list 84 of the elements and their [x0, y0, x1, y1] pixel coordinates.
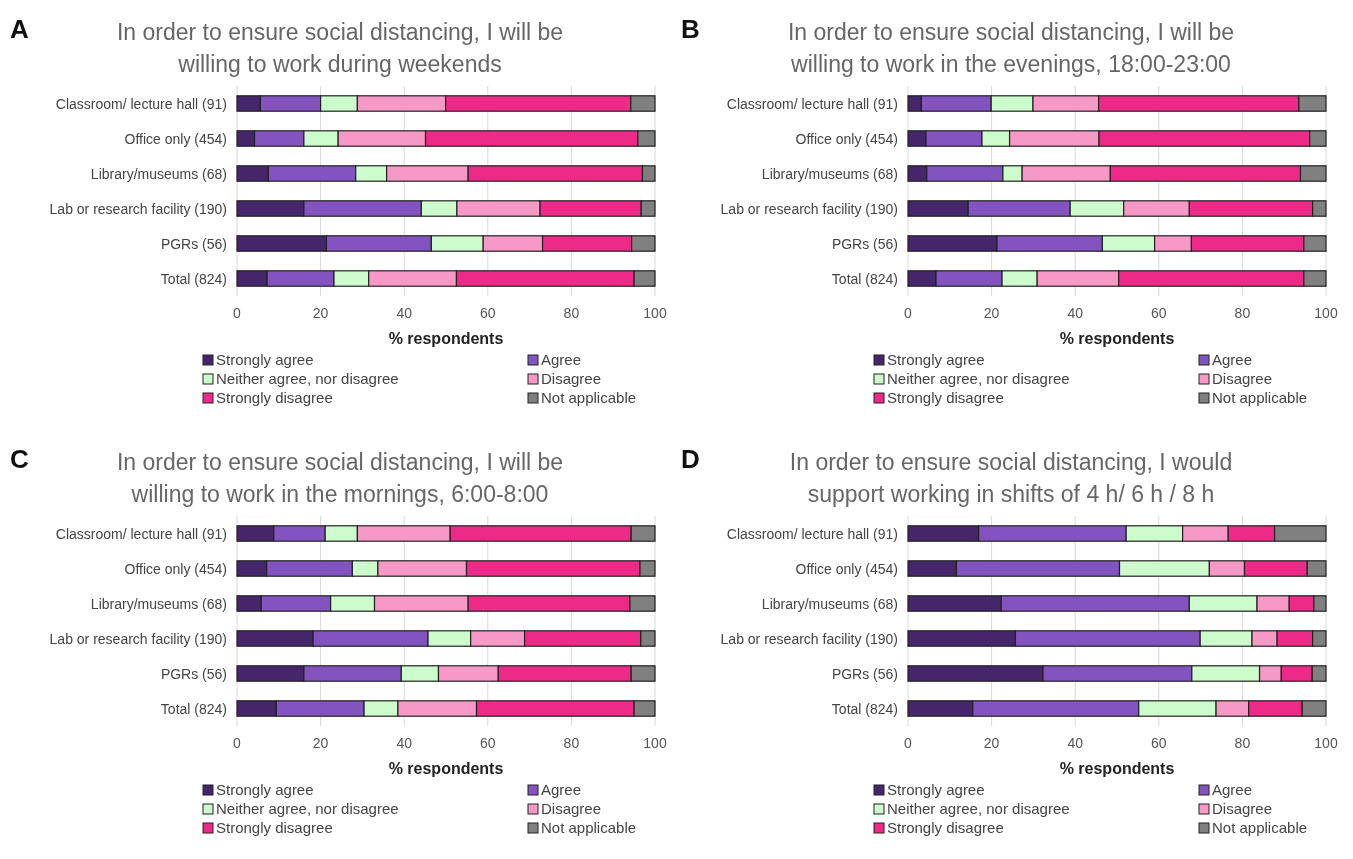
y-tick-label: Library/museums (68)	[90, 595, 227, 612]
y-tick-label: Total (824)	[160, 700, 227, 717]
legend-label: Neither agree, nor disagree	[216, 370, 399, 387]
legend-label: Not applicable	[541, 819, 637, 836]
legend-label: Strongly disagree	[216, 389, 333, 406]
y-tick-label: Office only (454)	[795, 560, 898, 577]
legend-label: Agree	[541, 781, 582, 798]
x-tick-label: 0	[233, 305, 242, 321]
x-tick-label: 40	[1067, 305, 1084, 321]
x-tick-label: 40	[396, 735, 413, 751]
y-tick-label: Library/museums (68)	[90, 165, 227, 182]
y-tick-label: Classroom/ lecture hall (91)	[55, 525, 227, 542]
x-axis-title: % respondents	[388, 330, 504, 347]
x-tick-label: 80	[1234, 305, 1251, 321]
legend-label: Disagree	[1212, 370, 1273, 387]
legend-label: Strongly disagree	[887, 389, 1004, 406]
y-tick-label: PGRs (56)	[831, 235, 898, 252]
y-tick-label: PGRs (56)	[160, 665, 227, 682]
x-tick-label: 80	[563, 735, 580, 751]
y-tick-label: Total (824)	[831, 270, 898, 287]
text: C	[10, 444, 29, 474]
legend-label: Not applicable	[541, 389, 637, 406]
x-axis-title: % respondents	[388, 760, 504, 777]
legend-label: Disagree	[541, 370, 602, 387]
y-tick-label: Total (824)	[160, 270, 227, 287]
y-tick-label: Classroom/ lecture hall (91)	[726, 525, 898, 542]
chart-title: In order to ensure social distancing, I will be willing to work in the evenings, 18:00-23:00	[787, 19, 1235, 77]
y-tick-label: Lab or research facility (190)	[49, 200, 227, 217]
legend-label: Not applicable	[1212, 389, 1308, 406]
legend-label: Agree	[1212, 781, 1253, 798]
y-tick-label: Total (824)	[831, 700, 898, 717]
legend-label: Agree	[1212, 351, 1253, 368]
x-tick-label: 20	[983, 735, 1000, 751]
y-tick-label: Library/museums (68)	[761, 595, 898, 612]
x-tick-label: 40	[396, 305, 413, 321]
text: D	[681, 444, 700, 474]
legend-label: Not applicable	[1212, 819, 1308, 836]
legend-label: Strongly agree	[216, 351, 314, 368]
x-tick-label: 100	[1314, 305, 1338, 321]
text: A	[10, 14, 29, 44]
legend-label: Neither agree, nor disagree	[887, 800, 1070, 817]
legend-label: Strongly agree	[216, 781, 314, 798]
chart-title: In order to ensure social distancing, I will be willing to work in the mornings, 6:00-8:00	[116, 449, 564, 507]
legend-label: Disagree	[541, 800, 602, 817]
legend-label: Strongly agree	[887, 781, 985, 798]
y-tick-label: Lab or research facility (190)	[720, 200, 898, 217]
text: B	[681, 14, 700, 44]
legend-label: Strongly disagree	[216, 819, 333, 836]
x-tick-label: 80	[1234, 735, 1251, 751]
x-tick-label: 20	[983, 305, 1000, 321]
x-tick-label: 60	[480, 305, 496, 321]
x-tick-label: 100	[1314, 735, 1338, 751]
x-tick-label: 60	[1151, 735, 1167, 751]
x-tick-label: 20	[312, 735, 329, 751]
legend-label: Disagree	[1212, 800, 1273, 817]
legend-label: Agree	[541, 351, 582, 368]
x-tick-label: 0	[233, 735, 242, 751]
y-tick-label: Lab or research facility (190)	[720, 630, 898, 647]
legend-label: Neither agree, nor disagree	[887, 370, 1070, 387]
legend-label: Neither agree, nor disagree	[216, 800, 399, 817]
y-tick-label: Classroom/ lecture hall (91)	[55, 95, 227, 112]
y-tick-label: PGRs (56)	[831, 665, 898, 682]
y-tick-label: Library/museums (68)	[761, 165, 898, 182]
y-tick-label: Classroom/ lecture hall (91)	[726, 95, 898, 112]
x-axis-title: % respondents	[1059, 760, 1175, 777]
x-tick-label: 60	[480, 735, 496, 751]
x-tick-label: 100	[643, 735, 667, 751]
y-tick-label: Lab or research facility (190)	[49, 630, 227, 647]
chart-title: In order to ensure social distancing, I will be willing to work during weekends	[116, 19, 564, 77]
chart-title: In order to ensure social distancing, I would support working in shifts of 4 h/ 6 h / 8 h	[789, 449, 1233, 507]
x-tick-label: 0	[904, 305, 913, 321]
x-tick-label: 100	[643, 305, 667, 321]
x-tick-label: 0	[904, 735, 913, 751]
y-tick-label: Office only (454)	[124, 130, 227, 147]
x-axis-title: % respondents	[1059, 330, 1175, 347]
x-tick-label: 20	[312, 305, 329, 321]
legend-label: Strongly agree	[887, 351, 985, 368]
x-tick-label: 80	[563, 305, 580, 321]
x-tick-label: 40	[1067, 735, 1084, 751]
legend-label: Strongly disagree	[887, 819, 1004, 836]
y-tick-label: Office only (454)	[124, 560, 227, 577]
y-tick-label: Office only (454)	[795, 130, 898, 147]
y-tick-label: PGRs (56)	[160, 235, 227, 252]
x-tick-label: 60	[1151, 305, 1167, 321]
